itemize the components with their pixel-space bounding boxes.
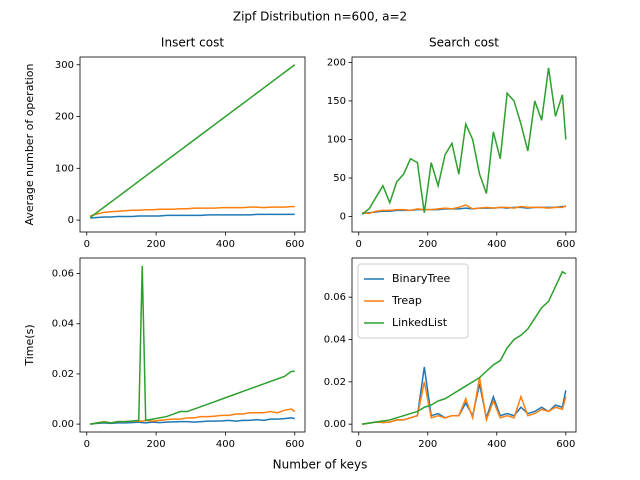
y-tick-label: 0: [68, 215, 74, 226]
x-tick-label: 200: [147, 239, 166, 250]
x-tick-label: 600: [556, 239, 575, 250]
x-tick-label: 400: [487, 239, 506, 250]
legend-box: [357, 263, 469, 339]
x-tick-label: 200: [418, 439, 437, 450]
y-axis-label: Average number of operation: [23, 63, 36, 225]
series-line: [362, 377, 567, 425]
x-tick-label: 200: [418, 239, 437, 250]
subplot-title: Search cost: [429, 36, 499, 50]
x-tick-label: 600: [556, 439, 575, 450]
x-axis-label: Number of keys: [273, 458, 368, 472]
series-line: [362, 366, 567, 425]
y-tick-label: 300: [55, 60, 74, 71]
x-tick-label: 0: [84, 239, 90, 250]
y-tick-label: 0.00: [324, 419, 346, 430]
series-line: [361, 67, 567, 215]
y-tick-label: 50: [333, 173, 346, 184]
y-tick-label: 0.02: [52, 369, 74, 380]
y-tick-label: 100: [55, 163, 74, 174]
plot-frame: [79, 56, 306, 233]
plot-frame: [351, 56, 577, 233]
legend-label: Treap: [391, 294, 422, 307]
x-tick-label: 0: [84, 439, 90, 450]
series-line: [90, 205, 295, 217]
y-tick-label: 0.00: [52, 419, 74, 430]
x-tick-label: 0: [356, 439, 362, 450]
figure-title: Zipf Distribution n=600, a=2: [233, 10, 407, 24]
x-tick-label: 600: [285, 439, 304, 450]
legend-label: LinkedList: [392, 316, 448, 329]
y-tick-label: 200: [327, 57, 346, 68]
y-tick-label: 200: [55, 112, 74, 123]
y-tick-label: 0.04: [52, 319, 74, 330]
x-tick-label: 0: [356, 239, 362, 250]
y-tick-label: 0: [340, 212, 346, 223]
legend-label: BinaryTree: [392, 272, 450, 285]
x-tick-label: 400: [216, 439, 235, 450]
series-line: [90, 417, 295, 425]
y-tick-label: 0.02: [324, 377, 346, 388]
y-axis-label: Time(s): [23, 324, 36, 366]
plot-frame: [79, 257, 306, 433]
x-tick-label: 200: [147, 439, 166, 450]
x-tick-label: 400: [487, 439, 506, 450]
y-tick-label: 0.04: [324, 334, 346, 345]
series-line: [89, 64, 296, 219]
y-tick-label: 100: [327, 134, 346, 145]
x-tick-label: 400: [216, 239, 235, 250]
y-tick-label: 0.06: [52, 269, 74, 280]
series-line: [362, 270, 567, 425]
series-line: [90, 213, 295, 219]
plot-frame: [351, 257, 577, 433]
subplot-title: Insert cost: [161, 36, 224, 50]
x-tick-label: 600: [285, 239, 304, 250]
y-tick-label: 150: [327, 96, 346, 107]
series-line: [90, 266, 295, 425]
y-tick-label: 0.06: [324, 292, 346, 303]
series-line: [362, 204, 567, 215]
